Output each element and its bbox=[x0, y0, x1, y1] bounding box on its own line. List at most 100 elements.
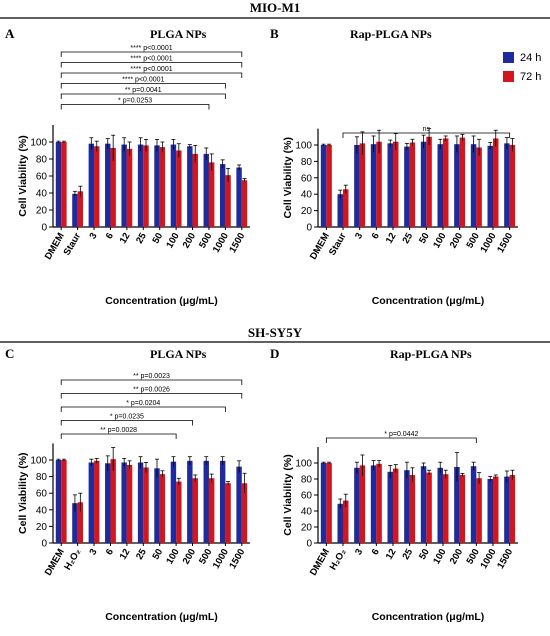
significance-label: * p=0.0235 bbox=[110, 414, 144, 421]
legend-label-24h: 24 h bbox=[520, 52, 541, 64]
bar-24h bbox=[55, 460, 62, 543]
x-tick-label: 50 bbox=[417, 231, 432, 246]
x-tick-label: 100 bbox=[431, 547, 448, 566]
bar-24h bbox=[387, 143, 393, 227]
bar-24h bbox=[354, 467, 360, 543]
bar-24h bbox=[437, 467, 443, 543]
bar-24h bbox=[137, 144, 144, 227]
bar-72h bbox=[143, 145, 149, 227]
x-tick-label: 1500 bbox=[227, 231, 247, 255]
y-axis-label: Cell Viability (%) bbox=[282, 137, 294, 219]
significance-bracket bbox=[60, 433, 177, 439]
x-tick-label: Staur bbox=[327, 231, 349, 258]
y-tick-label: 0 bbox=[306, 539, 312, 550]
significance-label: **** p<0.0001 bbox=[130, 45, 172, 52]
y-tick-label: 20 bbox=[36, 206, 48, 217]
bar-72h bbox=[94, 146, 100, 227]
bar-72h bbox=[509, 475, 516, 543]
bar-72h bbox=[493, 476, 499, 543]
bar-24h bbox=[203, 153, 209, 227]
x-tick-label: DMEM bbox=[308, 231, 332, 262]
x-tick-label: 200 bbox=[181, 231, 198, 250]
x-tick-label: 200 bbox=[448, 231, 465, 250]
x-tick-label: 3 bbox=[353, 547, 365, 557]
x-tick-label: 1000 bbox=[479, 547, 499, 571]
bar-24h bbox=[88, 143, 95, 227]
bar-24h bbox=[236, 466, 242, 543]
bar-24h bbox=[187, 146, 193, 227]
bar-72h bbox=[493, 138, 499, 227]
bar-24h bbox=[219, 164, 226, 227]
legend-swatch-72h bbox=[503, 71, 514, 82]
significance-label: ** p=0.0028 bbox=[100, 427, 137, 434]
y-tick-label: 20 bbox=[301, 523, 313, 534]
bar-72h bbox=[192, 153, 198, 227]
significance-bracket bbox=[60, 393, 243, 399]
bar-72h bbox=[208, 478, 215, 543]
bar-24h bbox=[170, 144, 177, 227]
bar-24h bbox=[105, 463, 111, 543]
legend: 24 h 72 h bbox=[503, 52, 541, 83]
x-tick-label: 3 bbox=[353, 231, 365, 241]
bar-72h bbox=[343, 500, 349, 543]
bar-72h bbox=[359, 465, 366, 543]
x-tick-label: 1500 bbox=[227, 547, 247, 571]
bar-72h bbox=[443, 474, 449, 543]
x-tick-label: 1000 bbox=[479, 231, 499, 255]
bar-24h bbox=[470, 144, 477, 227]
bar-72h bbox=[376, 463, 382, 543]
bar-24h bbox=[470, 466, 477, 543]
panel-title: PLGA NPs bbox=[150, 347, 207, 361]
bar-72h bbox=[110, 147, 116, 227]
x-axis-label: Concentration (μg/mL) bbox=[105, 295, 218, 307]
bar-72h bbox=[94, 460, 100, 543]
bar-24h bbox=[354, 145, 360, 227]
y-tick-label: 0 bbox=[306, 223, 312, 234]
y-tick-label: 100 bbox=[295, 459, 312, 470]
y-tick-label: 40 bbox=[36, 505, 48, 516]
y-tick-label: 40 bbox=[36, 189, 48, 200]
bar-24h bbox=[154, 468, 160, 543]
significance-bracket bbox=[60, 51, 243, 57]
x-tick-label: 25 bbox=[400, 546, 415, 561]
bar-72h bbox=[459, 475, 466, 543]
x-tick-label: 1500 bbox=[495, 231, 515, 255]
x-tick-label: 50 bbox=[150, 231, 165, 246]
bar-24h bbox=[504, 143, 510, 227]
bar-72h bbox=[110, 459, 116, 543]
x-tick-label: 1000 bbox=[211, 231, 231, 255]
x-tick-label: 1000 bbox=[211, 547, 231, 571]
x-tick-label: 12 bbox=[384, 231, 399, 246]
x-tick-label: 200 bbox=[181, 547, 198, 566]
bar-72h bbox=[143, 467, 149, 543]
significance-label: * p=0.0442 bbox=[384, 431, 418, 438]
bar-24h bbox=[370, 465, 377, 543]
bar-24h bbox=[437, 144, 443, 227]
y-tick-label: 100 bbox=[295, 141, 312, 152]
bar-72h bbox=[326, 463, 332, 543]
x-tick-label: 6 bbox=[370, 547, 382, 557]
x-tick-label: 100 bbox=[164, 547, 181, 566]
bar-24h bbox=[121, 144, 127, 227]
y-axis-label: Cell Viability (%) bbox=[282, 454, 294, 536]
x-tick-label: 200 bbox=[448, 547, 465, 566]
y-tick-label: 80 bbox=[36, 155, 48, 166]
y-tick-label: 100 bbox=[30, 138, 47, 149]
y-tick-label: 20 bbox=[36, 522, 48, 533]
y-tick-label: 80 bbox=[301, 157, 313, 168]
y-axis-label: Cell Viability (%) bbox=[17, 135, 29, 217]
y-tick-label: 40 bbox=[301, 507, 313, 518]
bar-72h bbox=[192, 478, 198, 543]
bar-24h bbox=[420, 466, 427, 543]
significance-label: **** p<0.0001 bbox=[130, 66, 172, 73]
y-axis-label: Cell Viability (%) bbox=[17, 452, 29, 534]
x-tick-label: 12 bbox=[384, 547, 399, 562]
x-tick-label: 50 bbox=[150, 547, 165, 562]
bar-72h bbox=[476, 478, 482, 543]
x-tick-label: DMEM bbox=[43, 547, 67, 578]
bar-72h bbox=[509, 145, 516, 227]
